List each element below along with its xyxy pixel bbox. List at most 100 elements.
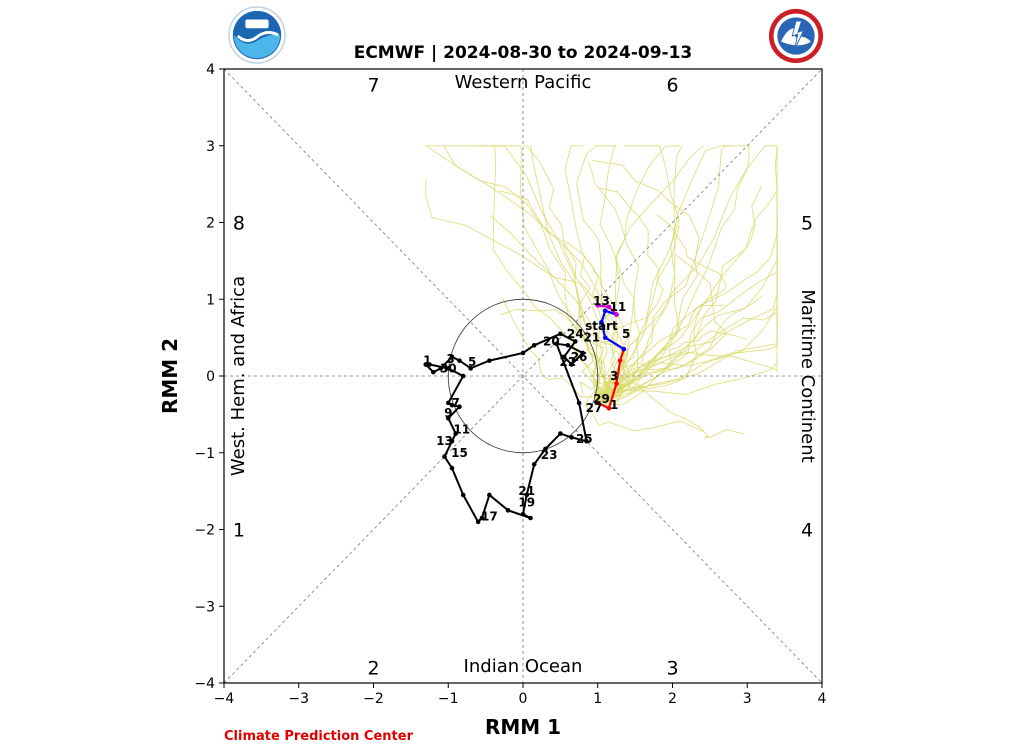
y-tick-label: 0 xyxy=(206,369,215,385)
point-label: 29 xyxy=(593,392,610,406)
data-point xyxy=(602,308,608,314)
data-point xyxy=(606,405,612,411)
data-point xyxy=(543,446,548,452)
point-label: 30 xyxy=(440,361,457,375)
ensemble-line xyxy=(572,256,626,399)
data-point xyxy=(445,400,451,406)
point-label: 9 xyxy=(444,406,452,420)
data-point xyxy=(573,339,578,344)
data-point xyxy=(602,335,608,340)
point-label: 21 xyxy=(518,484,535,498)
x-tick-label: −1 xyxy=(438,691,459,707)
point-label: 3 xyxy=(446,352,454,366)
data-point xyxy=(617,358,623,363)
x-tick-label: −4 xyxy=(214,691,235,707)
x-tick-label: −3 xyxy=(288,691,309,707)
data-point xyxy=(423,362,429,367)
phase-label: 1 xyxy=(233,520,245,542)
point-label: 5 xyxy=(622,327,630,341)
phase-label: 8 xyxy=(233,213,245,235)
chart-title: ECMWF | 2024-08-30 to 2024-09-13 xyxy=(354,43,693,63)
series-line xyxy=(425,332,588,524)
data-point xyxy=(584,438,589,444)
point-label: 26 xyxy=(571,350,588,364)
data-point xyxy=(614,312,619,317)
ensemble-line xyxy=(601,384,744,439)
ensemble-line xyxy=(595,304,724,404)
point-label: 20 xyxy=(543,334,560,348)
data-point xyxy=(453,431,459,436)
y-axis-label: RMM 2 xyxy=(158,338,182,414)
ensemble-line xyxy=(565,241,625,399)
data-point xyxy=(479,515,485,521)
data-point xyxy=(614,381,619,386)
y-tick-label: −1 xyxy=(194,446,215,462)
ensemble-line xyxy=(599,186,778,402)
data-point xyxy=(599,319,604,325)
ensemble-members xyxy=(425,145,778,439)
phase-label: 3 xyxy=(666,658,678,680)
x-tick-label: 3 xyxy=(743,691,752,707)
data-point xyxy=(445,415,451,421)
data-point xyxy=(595,303,601,308)
y-tick-label: −4 xyxy=(194,676,215,692)
point-label: 11 xyxy=(453,423,470,437)
data-point xyxy=(569,435,574,440)
data-point xyxy=(475,519,481,525)
ensemble-line xyxy=(597,243,778,403)
ensemble-line xyxy=(597,145,778,401)
point-label: 27 xyxy=(586,401,603,415)
point-label: 15 xyxy=(451,446,468,460)
data-point xyxy=(431,369,436,375)
x-tick-label: 0 xyxy=(519,691,528,707)
data-point xyxy=(595,400,601,406)
y-tick-label: −2 xyxy=(194,523,215,539)
data-point xyxy=(554,341,559,347)
ensemble-line xyxy=(600,145,680,401)
data-point xyxy=(528,515,533,521)
point-label: 17 xyxy=(481,509,498,523)
data-point xyxy=(621,346,627,352)
data-point xyxy=(449,354,455,360)
point-label: start xyxy=(585,319,618,333)
y-tick-label: 4 xyxy=(206,62,215,78)
ensemble-line xyxy=(597,295,763,402)
data-point xyxy=(442,454,447,459)
data-point xyxy=(569,362,574,367)
phase-label: 7 xyxy=(367,74,379,96)
unit-circle xyxy=(447,298,599,454)
region-left: West. Hem. and Africa xyxy=(228,276,249,476)
ensemble-line xyxy=(425,145,611,404)
ensemble-line xyxy=(598,214,727,399)
data-point xyxy=(460,373,466,379)
data-point xyxy=(445,366,451,371)
x-axis-label: RMM 1 xyxy=(485,715,561,739)
point-label: 5 xyxy=(468,355,476,369)
footer-credit: Climate Prediction Center xyxy=(224,729,414,744)
data-point xyxy=(576,400,582,406)
phase-label: 2 xyxy=(367,658,379,680)
y-tick-label: 1 xyxy=(206,292,215,308)
ensemble-line xyxy=(604,330,747,405)
data-point xyxy=(558,431,563,436)
ensemble-line xyxy=(443,145,606,401)
ensemble-line xyxy=(603,145,751,401)
data-point xyxy=(531,343,537,348)
ensemble-line xyxy=(595,145,641,399)
data-point xyxy=(438,366,444,371)
phase-guides xyxy=(223,68,823,684)
region-bottom: Indian Ocean xyxy=(464,656,583,677)
point-label: 21 xyxy=(583,331,600,345)
x-tick-label: 2 xyxy=(668,691,677,707)
y-tick-label: 3 xyxy=(206,139,215,155)
data-point xyxy=(449,402,455,408)
y-tick-label: −3 xyxy=(194,599,215,615)
ensemble-line xyxy=(522,145,608,405)
ensemble-line xyxy=(491,145,606,404)
ensemble-line xyxy=(593,145,681,402)
data-point xyxy=(468,366,473,371)
data-point xyxy=(505,508,511,513)
